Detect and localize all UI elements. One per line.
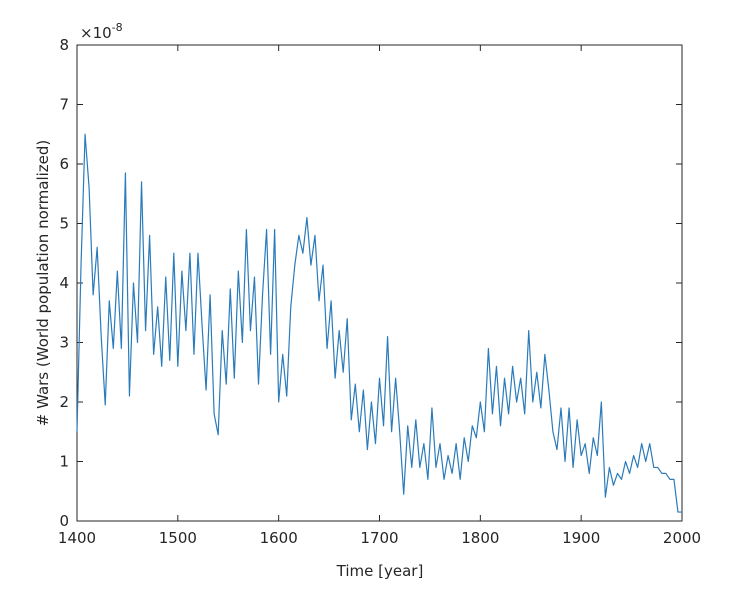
- multiplier-base: ×10: [80, 24, 112, 42]
- x-tick-label: 1900: [562, 529, 600, 547]
- y-tick-label: 0: [59, 512, 69, 530]
- y-tick-label: 6: [59, 155, 69, 173]
- x-tick-label: 1600: [260, 529, 298, 547]
- x-tick-label: 1700: [360, 529, 398, 547]
- y-tick-label: 5: [59, 215, 69, 233]
- y-tick-label: 3: [59, 334, 69, 352]
- plot-box: [76, 44, 683, 522]
- x-axis-label: Time [year]: [336, 562, 424, 580]
- line-series: [76, 133, 682, 513]
- y-tick-label: 4: [59, 274, 69, 292]
- x-tick-label: 1400: [58, 529, 96, 547]
- y-tick-label: 8: [59, 36, 69, 54]
- y-multiplier: ×10-8: [80, 21, 123, 42]
- multiplier-exponent: -8: [112, 21, 123, 34]
- y-axis-label: # Wars (World population normalized): [34, 140, 52, 427]
- y-tick-label: 1: [59, 453, 69, 471]
- y-tick-label: 2: [59, 393, 69, 411]
- x-tick-label: 1500: [159, 529, 197, 547]
- y-tick-label: 7: [59, 96, 69, 114]
- x-tick-label: 2000: [663, 529, 701, 547]
- x-tick-label: 1800: [461, 529, 499, 547]
